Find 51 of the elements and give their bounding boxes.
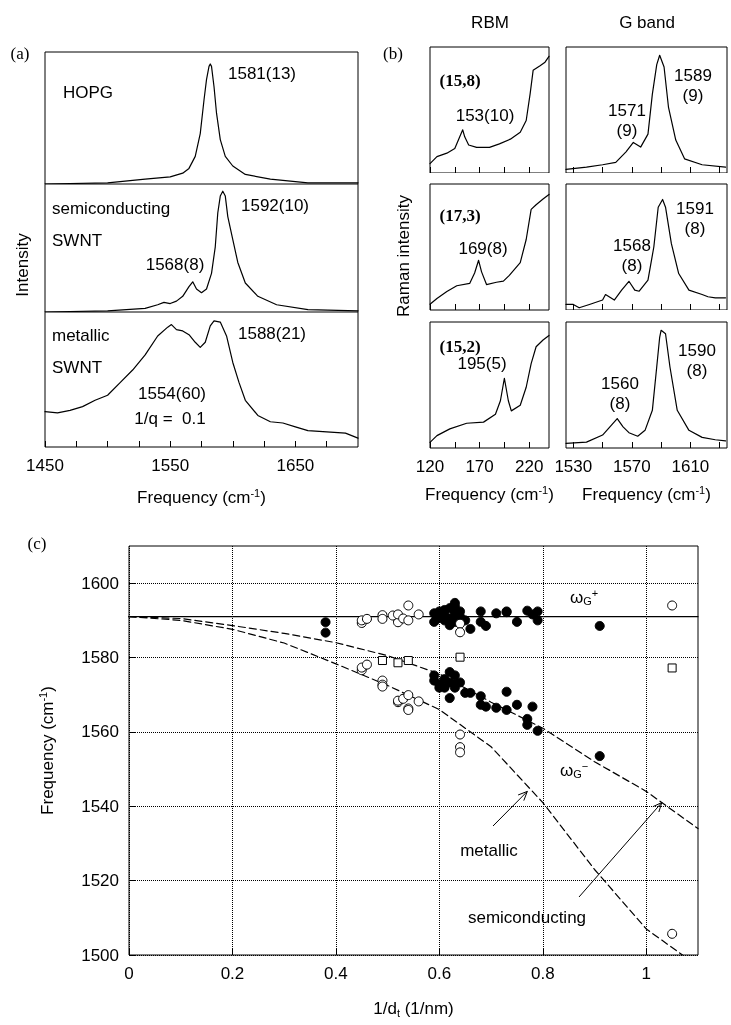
annotation: 153(10): [455, 105, 515, 125]
x-tick-label: 1450: [26, 456, 64, 475]
annotation: 169(8): [458, 238, 508, 258]
x-tick-label: 1570: [612, 457, 651, 476]
chart-title: G band: [619, 12, 675, 32]
y-axis-title: Raman intensity: [393, 194, 413, 317]
x-tick-label: 0.4: [324, 964, 348, 983]
annotation: (15,2): [439, 336, 481, 356]
annotation: metallic SWNT: [52, 325, 111, 377]
y-axis-title: Intensity: [12, 232, 32, 297]
x-tick-label: 1550: [151, 456, 190, 475]
x-tick-label: 1: [641, 964, 652, 983]
annotation: 1568(8): [145, 254, 205, 274]
x-tick-label: 120: [415, 457, 445, 476]
chart-title: RBM: [471, 12, 509, 32]
x-tick-label: 1610: [671, 457, 710, 476]
annotation: 1/q = 0.1: [134, 408, 206, 428]
y-tick-label: 1500: [81, 945, 119, 965]
annotation: (15,8): [439, 70, 481, 90]
chart-title: (c): [27, 533, 47, 553]
y-axis-title: Frequency (cm-1): [36, 686, 57, 815]
x-tick-label: 220: [514, 457, 544, 476]
text: (b): [383, 43, 403, 63]
y-tick-label: 1560: [81, 722, 119, 742]
y-tick-label: 1600: [81, 573, 119, 593]
annotation: 1581(13): [227, 63, 297, 83]
x-tick-label: 0.2: [220, 964, 245, 983]
annotation: 1589 (9): [674, 65, 712, 105]
annotation: 1592(10): [240, 195, 310, 215]
x-tick-label: 0.8: [531, 964, 555, 983]
x-tick-label: 1650: [276, 456, 315, 475]
y-tick-label: 1540: [81, 796, 119, 816]
x-tick-label: 1530: [554, 457, 593, 476]
annotation: 1590 (8): [678, 340, 716, 380]
chart-title: (a): [10, 43, 30, 63]
annotation: metallic: [460, 840, 519, 860]
y-tick-label: 1520: [81, 871, 119, 891]
x-tick-label: 0.6: [427, 964, 452, 983]
annotation: HOPG: [62, 82, 114, 102]
annotation: semiconducting SWNT: [52, 198, 171, 250]
annotation: (17,3): [439, 205, 481, 225]
annotation: 1591 (8): [676, 198, 714, 238]
annotation: 1571 (9): [608, 100, 646, 140]
annotation: 1560 (8): [601, 373, 639, 413]
annotation: 1588(21): [237, 323, 307, 343]
y-tick-label: 1580: [81, 648, 119, 668]
annotation: 1554(60): [137, 383, 207, 403]
x-tick-label: 0: [124, 964, 134, 983]
annotation: semiconducting: [467, 907, 587, 927]
annotation: 1568 (8): [613, 235, 651, 275]
x-tick-label: 170: [465, 457, 494, 476]
